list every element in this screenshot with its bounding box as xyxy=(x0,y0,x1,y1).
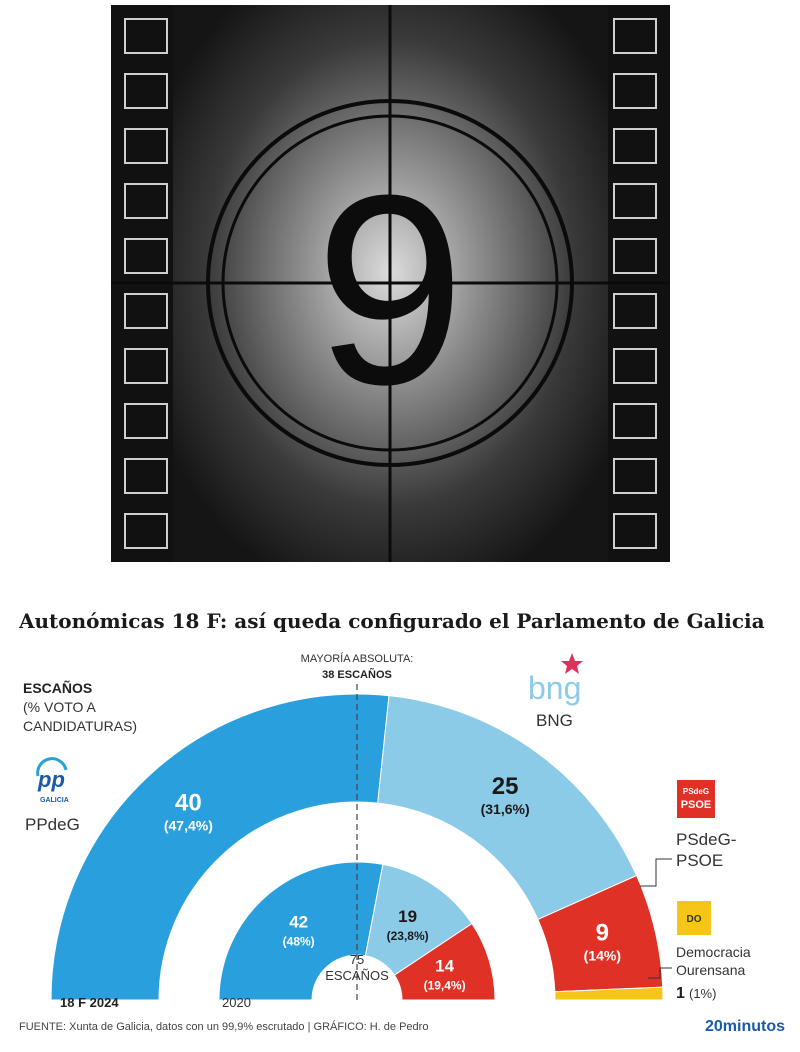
sprocket-hole xyxy=(613,73,657,109)
majority-label-1: MAYORÍA ABSOLUTA: xyxy=(301,652,414,665)
sprocket-hole xyxy=(124,348,168,384)
psoe-leader-line xyxy=(640,858,672,887)
sprocket-hole xyxy=(124,513,168,549)
total-seats-number: 75 xyxy=(350,952,364,967)
svg-text:GALICIA: GALICIA xyxy=(40,797,69,804)
sprocket-hole xyxy=(124,73,168,109)
seat-count-label: 25 xyxy=(492,773,519,800)
seat-count-label: 19 xyxy=(398,907,417,926)
legend-subheading-1: (% VOTO A xyxy=(23,699,97,715)
svg-text:PSdeG: PSdeG xyxy=(683,787,709,796)
arcs-2024 xyxy=(50,693,664,1001)
arcs-2020 xyxy=(218,861,496,1001)
arc-segment xyxy=(393,922,496,1001)
do-leader-line xyxy=(648,967,672,979)
sprocket-hole xyxy=(613,18,657,54)
sprocket-hole xyxy=(613,128,657,164)
sprocket-hole xyxy=(613,403,657,439)
bng-logo: bng xyxy=(528,653,583,706)
sprocket-hole xyxy=(613,513,657,549)
do-name-1: Democracia xyxy=(676,944,751,960)
film-strip-left xyxy=(124,18,168,549)
countdown-number: 9 xyxy=(315,140,465,441)
bng-name: BNG xyxy=(536,711,573,730)
svg-text:PSOE: PSOE xyxy=(681,799,712,811)
seat-count-label: 14 xyxy=(435,957,454,976)
inner-ring xyxy=(221,114,559,452)
film-strip-right xyxy=(613,18,657,549)
do-seats: 1 xyxy=(676,985,685,1002)
do-pct: (1%) xyxy=(689,986,716,1001)
sprocket-hole xyxy=(613,183,657,219)
seat-count-label: 40 xyxy=(175,790,202,817)
majority-label-2: 38 ESCAÑOS xyxy=(322,668,392,681)
star-icon xyxy=(561,653,583,674)
footer-source: FUENTE: Xunta de Galicia, datos con un 9… xyxy=(19,1020,428,1033)
vote-pct-label: (19,4%) xyxy=(424,979,466,993)
sprocket-hole xyxy=(613,348,657,384)
inner-ring-label: 2020 xyxy=(222,995,251,1010)
chart-title: Autonómicas 18 F: así queda configurado … xyxy=(18,609,765,633)
vote-pct-label: (31,6%) xyxy=(481,801,530,817)
arc-segment xyxy=(364,863,473,976)
vote-pct-label: (48%) xyxy=(283,934,315,948)
arc-segment xyxy=(554,986,664,1001)
arc-labels: 40(47,4%) 25(31,6%) 9(14%) 42 (48%) 19 (23,8%)… xyxy=(164,773,621,992)
psoe-name-2: PSOE xyxy=(676,851,723,870)
sprocket-hole xyxy=(124,293,168,329)
psoe-name-1: PSdeG- xyxy=(676,830,736,849)
vote-pct-label: (23,8%) xyxy=(387,929,429,943)
sprocket-hole xyxy=(124,238,168,274)
seat-count-label: 42 xyxy=(289,912,308,931)
do-name-2: Ourensana xyxy=(676,962,745,978)
pp-logo: pp GALICIA xyxy=(36,757,69,804)
sprocket-hole xyxy=(613,293,657,329)
arc-segment xyxy=(50,693,390,1001)
sprocket-hole xyxy=(124,403,168,439)
sprocket-hole xyxy=(613,458,657,494)
svg-text:DO: DO xyxy=(687,914,702,925)
sprocket-hole xyxy=(613,238,657,274)
sprocket-hole xyxy=(124,458,168,494)
svg-text:bng: bng xyxy=(528,670,581,706)
pp-name: PPdeG xyxy=(25,815,80,834)
sprocket-hole xyxy=(124,18,168,54)
vote-pct-label: (14%) xyxy=(584,947,621,963)
countdown-film-photo: 9 xyxy=(111,5,670,562)
seat-count-label: 9 xyxy=(596,919,609,946)
legend-subheading-2: CANDIDATURAS) xyxy=(23,718,137,734)
parliament-chart: Autonómicas 18 F: así queda configurado … xyxy=(18,609,785,1035)
total-seats-label: ESCAÑOS xyxy=(325,968,389,983)
outer-ring-label: 18 F 2024 xyxy=(60,995,119,1010)
sprocket-hole xyxy=(124,128,168,164)
vote-pct-label: (47,4%) xyxy=(164,818,213,834)
arc-segment xyxy=(218,861,384,1001)
sprocket-hole xyxy=(124,183,168,219)
do-logo: DO xyxy=(677,901,711,935)
brand-logo: 20minutos xyxy=(705,1018,785,1035)
svg-text:pp: pp xyxy=(37,767,65,792)
legend-heading: ESCAÑOS xyxy=(23,679,92,696)
outer-ring xyxy=(206,99,574,467)
psoe-logo: PSdeG PSOE xyxy=(677,780,715,818)
